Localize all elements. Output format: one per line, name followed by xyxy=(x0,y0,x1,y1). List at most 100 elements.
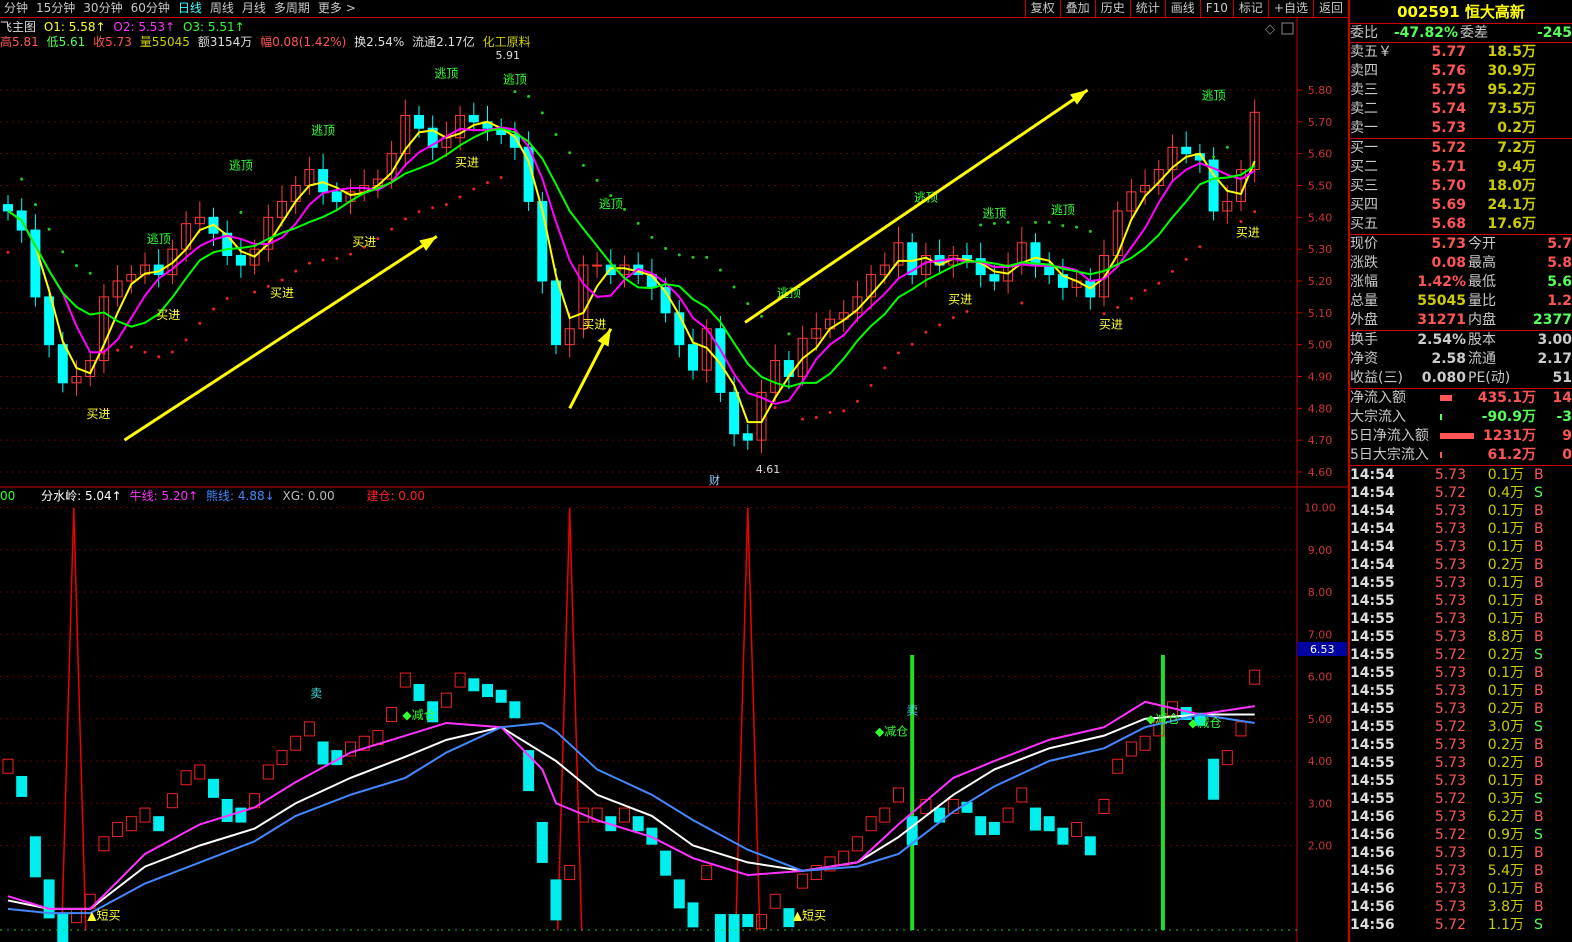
indicator-signal: 卖 xyxy=(906,704,918,718)
flow-value: 0 xyxy=(1562,447,1572,463)
toolbar-button[interactable]: 复权 xyxy=(1024,0,1060,18)
flow-bar xyxy=(1440,446,1474,465)
tick-row: 14:55 5.73 0.1万 B xyxy=(1350,664,1572,682)
candle-body xyxy=(71,375,82,384)
flow-bar-fill xyxy=(1440,452,1442,458)
candle-body xyxy=(811,328,822,339)
energy-block xyxy=(317,741,329,765)
period-tab[interactable]: 月线 xyxy=(241,1,266,15)
period-tab[interactable]: 日线 xyxy=(177,1,202,15)
toolbar-button[interactable]: 标记 xyxy=(1232,0,1268,18)
tick-row: 14:54 5.73 0.2万 B xyxy=(1350,556,1572,574)
period-tab[interactable]: 更多 > xyxy=(317,1,356,15)
candle-body xyxy=(126,274,137,282)
tick-volume: 0.1万 xyxy=(1487,575,1524,591)
order-level: 卖三 5.75 95.2万 xyxy=(1350,81,1572,100)
signal-label: 逃顶 xyxy=(311,124,335,138)
tick-side: B xyxy=(1534,683,1544,699)
signal-label: 逃顶 xyxy=(599,197,623,211)
indicator-signal: ◆减仓 xyxy=(1188,716,1221,730)
y-tick-label: 9.00 xyxy=(1308,544,1333,557)
tick-price: 5.73 xyxy=(1434,629,1466,645)
energy-block xyxy=(728,914,740,942)
quote-value: 2377 xyxy=(1533,312,1572,328)
period-tab[interactable]: 30分钟 xyxy=(83,1,123,15)
energy-block xyxy=(619,807,630,823)
level-label: 卖五￥ xyxy=(1350,44,1392,60)
energy-block xyxy=(824,856,836,872)
flow-bar-fill xyxy=(1440,414,1442,420)
candle-body xyxy=(962,255,972,260)
candle-body xyxy=(318,169,329,193)
tick-volume: 0.1万 xyxy=(1487,881,1524,897)
toolbar-button[interactable]: 返回 xyxy=(1312,0,1348,18)
stock-name: 恒大高新 xyxy=(1464,3,1525,21)
candle-body xyxy=(167,248,178,276)
energy-block xyxy=(1057,827,1069,845)
fund-row: 换手 2.54% 股本 3.00 xyxy=(1350,331,1572,350)
y-tick-label: 5.10 xyxy=(1308,307,1333,320)
sub-indicator-legend: 00 分水岭: 5.04↑ 牛线: 5.20↑ 熊线: 4.88↓ XG: 0.… xyxy=(0,489,429,503)
sar-dot xyxy=(403,217,407,221)
tick-volume: 0.1万 xyxy=(1487,665,1524,681)
kline-chart[interactable]: 5.80 5.70 5.60 5.50 5.40 5.30 5.20 5.10 5.00 4.90… xyxy=(0,0,1348,942)
toolbar-button[interactable]: 画线 xyxy=(1164,0,1200,18)
energy-block xyxy=(290,735,302,751)
sar-dot xyxy=(20,177,24,181)
level-label: 买三 xyxy=(1350,178,1378,194)
signal-label: 逃顶 xyxy=(147,232,171,246)
tick-row: 14:56 5.72 0.9万 S xyxy=(1350,826,1572,844)
tick-time: 14:54 xyxy=(1350,467,1395,483)
tick-time: 14:56 xyxy=(1350,845,1395,861)
ma-fast-line xyxy=(7,120,1256,424)
tick-volume: 3.0万 xyxy=(1487,719,1524,735)
sar-dot xyxy=(1184,257,1188,261)
energy-block xyxy=(1194,712,1206,726)
sar-dot xyxy=(595,178,599,182)
sector-value[interactable]: 化工原料 xyxy=(482,35,531,49)
flow-bar xyxy=(1440,427,1474,446)
energy-block xyxy=(591,807,603,823)
energy-block xyxy=(413,684,425,702)
period-tab[interactable]: 多周期 xyxy=(273,1,310,15)
tick-list[interactable]: 14:54 5.73 0.1万 B 14:54 5.72 0.4万 S 14:54 5.73 0.1… xyxy=(1350,466,1572,934)
toolbar-button[interactable]: F10 xyxy=(1199,0,1233,18)
indicator-name[interactable]: 飞主图 xyxy=(0,20,37,34)
tick-time: 14:55 xyxy=(1350,701,1395,717)
sar-dot xyxy=(1020,301,1024,305)
tick-volume: 0.1万 xyxy=(1487,611,1524,627)
tick-row: 14:55 5.73 0.2万 B xyxy=(1350,700,1572,718)
finance-marker: 财 xyxy=(709,473,720,487)
period-tab[interactable]: 分钟 xyxy=(4,1,29,15)
period-tab[interactable]: 周线 xyxy=(209,1,234,15)
tick-time: 14:55 xyxy=(1350,683,1395,699)
flow-bar xyxy=(1440,408,1474,427)
level-volume: 95.2万 xyxy=(1487,82,1536,98)
energy-block xyxy=(194,764,206,780)
toolbar-button[interactable]: 历史 xyxy=(1094,0,1130,18)
y-tick-label: 10.00 xyxy=(1304,502,1336,515)
energy-block xyxy=(769,893,781,909)
toolbar-button[interactable]: +自选 xyxy=(1267,0,1313,18)
toolbar-button[interactable]: 叠加 xyxy=(1059,0,1095,18)
sar-dot xyxy=(280,278,284,282)
tick-volume: 0.2万 xyxy=(1487,737,1524,753)
sar-dot xyxy=(746,302,750,306)
sar-dot xyxy=(938,323,942,327)
toolbar-button[interactable]: 统计 xyxy=(1129,0,1165,18)
energy-block xyxy=(1249,669,1261,685)
sar-dot xyxy=(472,187,476,191)
extreme-price-label: 4.61 xyxy=(756,463,781,476)
energy-block xyxy=(29,836,41,878)
sar-dot xyxy=(664,247,668,251)
sar-dot xyxy=(75,264,78,268)
period-tab[interactable]: 15分钟 xyxy=(36,1,76,15)
period-tab[interactable]: 60分钟 xyxy=(130,1,170,15)
period-toolbar: 分钟 15分钟 30分钟 60分钟 日线 周线 月线 多周期 更多 > xyxy=(0,0,1348,18)
sar-dot xyxy=(157,355,161,359)
tick-side: B xyxy=(1534,881,1544,897)
energy-block xyxy=(1030,807,1041,831)
sar-dot xyxy=(869,383,873,387)
sar-dot xyxy=(266,284,270,288)
y-tick-label: 7.00 xyxy=(1308,628,1333,641)
